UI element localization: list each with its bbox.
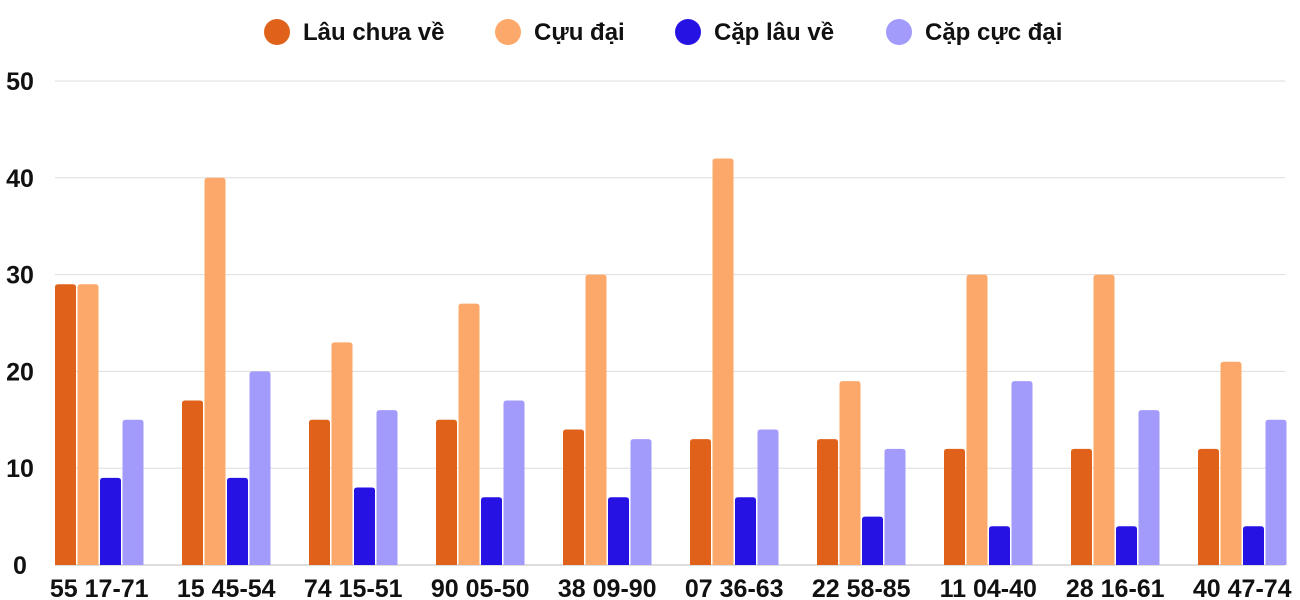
- x-category-label: 15 45-54: [177, 575, 276, 600]
- bar-group: [817, 381, 906, 565]
- bar-4: [122, 419, 144, 565]
- bar-group: [55, 284, 144, 565]
- bar-3: [227, 477, 248, 565]
- bar-2: [712, 158, 734, 565]
- legend-label: Cựu đại: [534, 19, 625, 46]
- legend-label: Lâu chưa về: [303, 19, 444, 46]
- legend-swatch: [886, 19, 912, 45]
- bar-group: [690, 158, 779, 565]
- bar-1: [182, 400, 203, 565]
- bar-1: [55, 284, 76, 565]
- bar-3: [354, 487, 375, 565]
- y-tick-label: 20: [6, 358, 34, 386]
- bar-group: [1198, 361, 1287, 565]
- bar-3: [481, 497, 502, 565]
- bar-4: [1265, 419, 1287, 565]
- bar-1: [436, 419, 457, 565]
- y-tick-label: 50: [6, 68, 34, 96]
- x-axis-labels: 55 17-71 15 45-54 74 15-51 90 05-50 38 09-90…: [50, 575, 1292, 600]
- legend-item[interactable]: Cặp lâu về: [675, 19, 834, 46]
- bar-3: [608, 497, 629, 565]
- bar-4: [376, 410, 398, 565]
- bar-group: [309, 342, 398, 565]
- bar-4: [630, 439, 652, 565]
- legend-label: Cặp lâu về: [714, 19, 834, 46]
- x-category-label: 40 47-74: [1193, 575, 1292, 600]
- bar-1: [1071, 448, 1092, 565]
- y-tick-label: 0: [13, 552, 27, 580]
- legend-swatch: [495, 19, 521, 45]
- bar-3: [735, 497, 756, 565]
- bar-2: [1093, 274, 1115, 565]
- bar-3: [862, 516, 883, 565]
- x-category-label: 11 04-40: [940, 575, 1037, 600]
- bar-4: [1011, 381, 1033, 565]
- x-category-label: 90 05-50: [431, 575, 530, 600]
- bar-1: [944, 448, 965, 565]
- bar-1: [309, 419, 330, 565]
- bar-1: [563, 429, 584, 565]
- bar-2: [458, 303, 480, 565]
- bar-4: [1138, 410, 1160, 565]
- legend-item[interactable]: Cựu đại: [495, 19, 625, 46]
- bar-1: [1198, 448, 1219, 565]
- bar-group: [563, 274, 652, 565]
- bar-4: [249, 371, 271, 565]
- bar-2: [585, 274, 607, 565]
- bar-2: [77, 284, 99, 565]
- bar-3: [989, 526, 1010, 565]
- y-tick-label: 30: [6, 262, 34, 290]
- bar-1: [690, 439, 711, 565]
- bar-2: [204, 177, 226, 566]
- bar-2: [839, 381, 861, 565]
- y-axis-ticks: 0 10 20 30 40 50: [6, 68, 34, 580]
- chart-legend: Lâu chưa về Cựu đại Cặp lâu về Cặp cực đại: [264, 19, 1062, 46]
- legend-label: Cặp cực đại: [925, 19, 1062, 46]
- bar-group: [436, 303, 525, 565]
- bar-2: [966, 274, 988, 565]
- y-tick-label: 40: [6, 165, 34, 193]
- x-category-label: 38 09-90: [558, 575, 657, 600]
- x-category-label: 22 58-85: [812, 575, 911, 600]
- bar-4: [503, 400, 525, 565]
- bar-groups: [55, 158, 1287, 566]
- legend-item[interactable]: Cặp cực đại: [886, 19, 1062, 46]
- legend-swatch: [675, 19, 701, 45]
- bar-group: [1071, 274, 1160, 565]
- x-category-label: 55 17-71: [50, 575, 149, 600]
- x-category-label: 28 16-61: [1066, 575, 1165, 600]
- bar-3: [1243, 526, 1264, 565]
- bar-3: [100, 477, 121, 565]
- legend-swatch: [264, 19, 290, 45]
- x-category-label: 74 15-51: [304, 575, 403, 600]
- legend-item[interactable]: Lâu chưa về: [264, 19, 444, 46]
- bar-group: [944, 274, 1033, 565]
- bar-3: [1116, 526, 1137, 565]
- bar-2: [331, 342, 353, 565]
- bar-group: [182, 177, 271, 566]
- bar-1: [817, 439, 838, 565]
- bar-4: [884, 448, 906, 565]
- x-category-label: 07 36-63: [685, 575, 784, 600]
- bar-2: [1220, 361, 1242, 565]
- y-tick-label: 10: [6, 455, 34, 483]
- bar-4: [757, 429, 779, 565]
